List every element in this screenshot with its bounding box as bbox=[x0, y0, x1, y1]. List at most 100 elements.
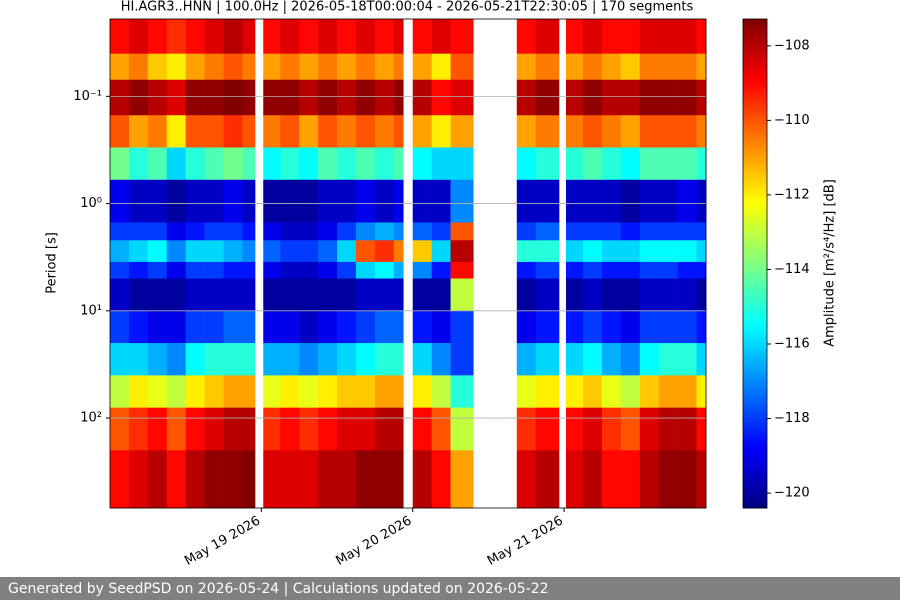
heatmap-cell bbox=[535, 261, 560, 279]
heatmap-cell bbox=[677, 179, 697, 223]
heatmap-cell bbox=[374, 53, 395, 81]
heatmap-cell bbox=[318, 343, 338, 376]
heatmap-cell bbox=[355, 375, 376, 408]
heatmap-cell bbox=[128, 310, 149, 344]
colorbar-swatch bbox=[743, 442, 767, 448]
heatmap-cell bbox=[204, 179, 224, 223]
heatmap-cell bbox=[263, 343, 281, 376]
heatmap-cell bbox=[535, 278, 560, 312]
heatmap-cell bbox=[601, 375, 622, 408]
heatmap-cell bbox=[450, 147, 474, 181]
heatmap-cell bbox=[431, 375, 451, 408]
colorbar-swatch bbox=[743, 222, 767, 228]
colorbar-tick-label: −118 bbox=[774, 411, 810, 426]
heatmap-cell bbox=[166, 53, 186, 81]
colorbar-swatch bbox=[743, 100, 767, 105]
heatmap-cell bbox=[110, 343, 130, 376]
heatmap-cell bbox=[535, 147, 560, 181]
heatmap-cell bbox=[204, 115, 224, 148]
colorbar-swatch bbox=[743, 459, 767, 464]
heatmap-cell bbox=[263, 179, 281, 223]
heatmap-cell bbox=[565, 53, 584, 81]
heatmap-cell bbox=[677, 450, 697, 509]
heatmap-cell bbox=[185, 375, 205, 408]
heatmap-cell bbox=[696, 115, 707, 148]
heatmap-cell bbox=[280, 261, 300, 279]
heatmap-cell bbox=[185, 450, 205, 509]
heatmap-cell bbox=[204, 278, 224, 312]
heatmap-cell bbox=[223, 278, 243, 312]
heatmap-cell bbox=[263, 375, 281, 408]
heatmap-cell bbox=[128, 53, 149, 81]
heatmap-cell bbox=[516, 343, 537, 376]
heatmap-cell bbox=[374, 222, 395, 241]
colorbar-swatch bbox=[743, 149, 767, 154]
colorbar-swatch bbox=[743, 173, 767, 179]
y-tick-label: 10¹ bbox=[80, 303, 102, 318]
heatmap-cell bbox=[565, 222, 584, 241]
heatmap-cell bbox=[658, 310, 678, 344]
colorbar-tick-label: −108 bbox=[774, 38, 810, 53]
colorbar-swatch bbox=[743, 177, 767, 183]
heatmap-cell bbox=[696, 407, 707, 451]
heatmap-cell bbox=[263, 310, 281, 344]
heatmap-cell bbox=[583, 310, 603, 344]
heatmap-cell bbox=[639, 450, 659, 509]
colorbar-swatch bbox=[743, 198, 767, 203]
heatmap-cell bbox=[374, 115, 395, 148]
heatmap-cell bbox=[185, 407, 205, 451]
heatmap-cell bbox=[204, 240, 224, 263]
heatmap-cell bbox=[355, 278, 376, 312]
colorbar-swatch bbox=[743, 55, 767, 61]
heatmap-cell bbox=[601, 53, 622, 81]
heatmap-cell bbox=[696, 375, 707, 408]
heatmap-cell bbox=[412, 222, 432, 241]
colorbar-label: Amplitude [m²/s⁴/Hz] [dB] bbox=[823, 179, 838, 347]
heatmap-cell bbox=[223, 19, 243, 54]
heatmap-cell bbox=[677, 407, 697, 451]
heatmap-cell bbox=[450, 222, 474, 241]
heatmap-cell bbox=[299, 343, 319, 376]
colorbar-swatch bbox=[743, 304, 767, 309]
heatmap-cell bbox=[147, 343, 168, 376]
heatmap-cell bbox=[620, 375, 641, 408]
heatmap-cell bbox=[242, 53, 256, 81]
heatmap-cell bbox=[318, 115, 338, 148]
colorbar-swatch bbox=[743, 296, 767, 301]
heatmap-cell bbox=[110, 450, 130, 509]
heatmap-cell bbox=[431, 261, 451, 279]
heatmap-cell bbox=[431, 222, 451, 241]
colorbar-swatch bbox=[743, 165, 767, 171]
colorbar-swatch bbox=[743, 312, 767, 317]
heatmap-cell bbox=[374, 19, 395, 54]
heatmap-cell bbox=[393, 278, 404, 312]
colorbar-swatch bbox=[743, 251, 767, 256]
heatmap-cell bbox=[450, 450, 474, 509]
colorbar-swatch bbox=[743, 43, 767, 48]
heatmap-cell bbox=[128, 450, 149, 509]
colorbar-swatch bbox=[743, 137, 767, 142]
heatmap-cell bbox=[535, 79, 560, 116]
heatmap-cell bbox=[128, 240, 149, 263]
heatmap-cell bbox=[516, 53, 537, 81]
colorbar-swatch bbox=[743, 255, 767, 260]
heatmap-cell bbox=[565, 375, 584, 408]
heatmap-cell bbox=[565, 179, 584, 223]
heatmap-cell bbox=[601, 450, 622, 509]
heatmap-cell bbox=[601, 343, 622, 376]
heatmap-cell bbox=[677, 310, 697, 344]
heatmap-cell bbox=[110, 375, 130, 408]
chart-title: HI.AGR3..HNN | 100.0Hz | 2026-05-18T00:0… bbox=[121, 0, 694, 15]
heatmap-cell bbox=[696, 19, 707, 54]
colorbar-swatch bbox=[743, 381, 767, 387]
heatmap-cell bbox=[639, 261, 659, 279]
heatmap-cell bbox=[658, 79, 678, 116]
heatmap-cell bbox=[601, 240, 622, 263]
heatmap-cell bbox=[204, 19, 224, 54]
colorbar-swatch bbox=[743, 422, 767, 427]
heatmap-cell bbox=[280, 19, 300, 54]
heatmap-cell bbox=[337, 261, 357, 279]
heatmap-cell bbox=[620, 450, 641, 509]
heatmap-cell bbox=[110, 222, 130, 241]
heatmap-cell bbox=[696, 310, 707, 344]
